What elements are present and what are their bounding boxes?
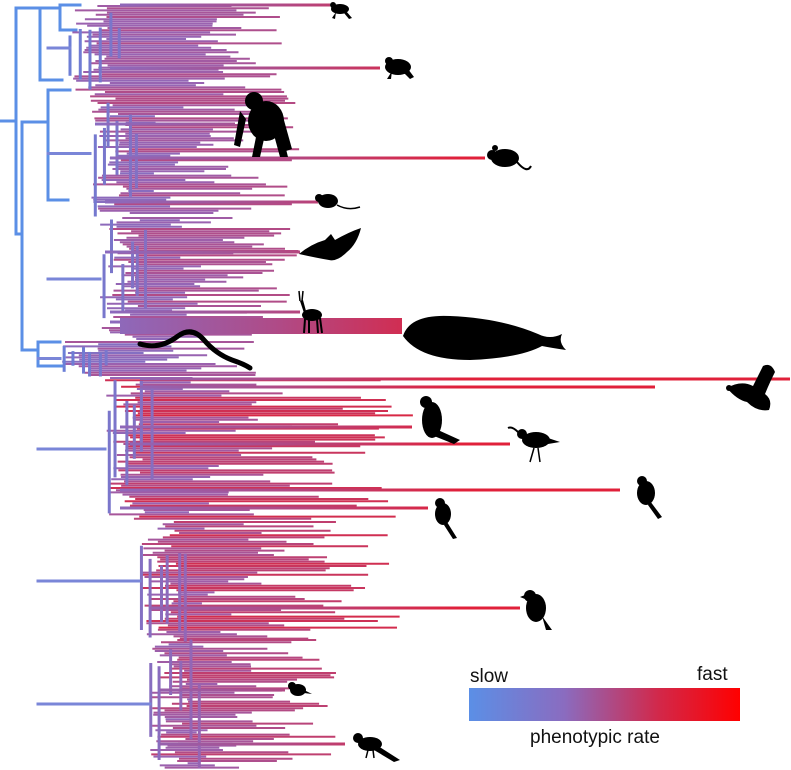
crow-icon [520,590,552,630]
parrot-icon [420,396,460,444]
mouse-icon [487,145,532,171]
legend-title: phenotypic rate [530,727,660,748]
rat-icon [315,194,361,210]
magpie-icon [353,733,400,762]
shorebird-icon [507,426,560,463]
snake-icon [137,329,253,371]
legend-color-bar [469,688,740,721]
duck-icon [726,364,775,411]
tree-internal-branches [36,12,201,769]
bird-icon [435,498,457,539]
whale-icon [403,315,566,360]
tree-backbone [0,3,82,368]
bat-icon [299,228,361,261]
legend-fast-label: fast [697,664,728,685]
antelope-icon [298,290,323,334]
whale-clade-branches [120,318,402,334]
frog-icon [330,2,352,19]
finch-icon [288,682,312,696]
frog-icon [385,57,414,79]
bird-icon [637,476,662,519]
animal-silhouettes [137,2,775,762]
chimpanzee-icon [234,92,292,157]
legend-slow-label: slow [470,666,509,687]
